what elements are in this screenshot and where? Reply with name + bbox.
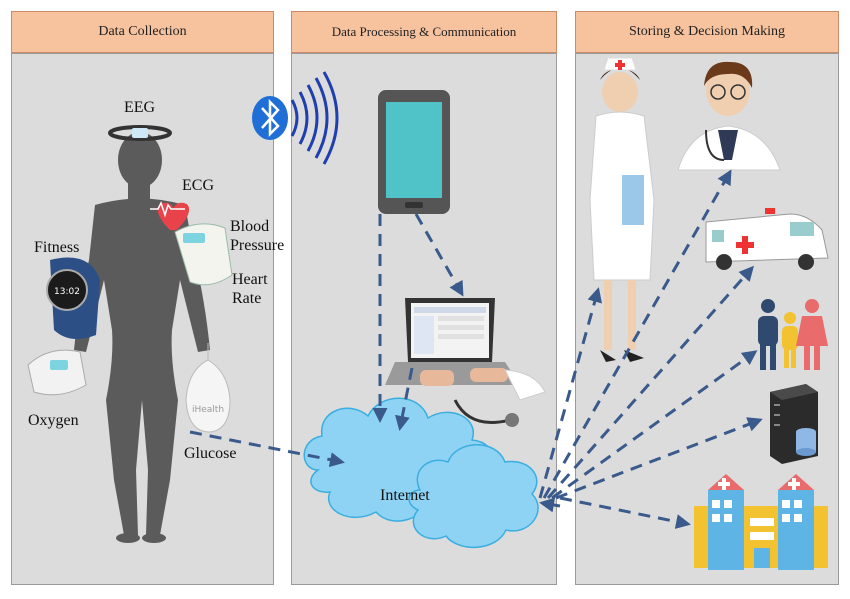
hospital-icon bbox=[694, 474, 828, 570]
label-internet: Internet bbox=[380, 487, 430, 504]
label-ecg: ECG bbox=[182, 177, 214, 194]
ambulance-icon bbox=[705, 208, 829, 270]
fitness-watch-icon: 13:02 bbox=[46, 257, 100, 339]
label-fitness: Fitness bbox=[34, 239, 80, 256]
eeg-headband-icon bbox=[108, 125, 172, 141]
glucose-meter-icon: iHealth bbox=[185, 343, 231, 433]
ecg-heart-icon bbox=[150, 201, 190, 231]
smartphone-icon bbox=[378, 90, 450, 214]
pulse-oximeter-icon bbox=[27, 349, 87, 396]
data-flow-arrows bbox=[189, 169, 763, 529]
label-rate: Rate bbox=[232, 290, 262, 307]
server-icon bbox=[770, 384, 818, 464]
bluetooth-icon bbox=[252, 71, 339, 165]
cloud-to-hospital-back-arrow bbox=[539, 497, 561, 513]
nurse-icon bbox=[589, 57, 655, 362]
doctor-icon bbox=[677, 61, 781, 171]
glucose-device-brand: iHealth bbox=[192, 405, 224, 415]
blood-pressure-cuff-icon bbox=[174, 223, 233, 286]
label-heart: Heart bbox=[232, 271, 268, 288]
label-blood: Blood bbox=[230, 218, 270, 235]
label-pressure: Pressure bbox=[230, 237, 285, 254]
label-eeg: EEG bbox=[124, 99, 156, 116]
label-glucose: Glucose bbox=[184, 445, 237, 462]
panel-title-storing-decision: Storing & Decision Making bbox=[575, 11, 839, 53]
svg-text:13:02: 13:02 bbox=[54, 287, 80, 297]
label-oxygen: Oxygen bbox=[28, 412, 79, 429]
internet-cloud-icon bbox=[303, 397, 539, 548]
human-body-icon bbox=[74, 132, 210, 543]
panel-title-data-processing: Data Processing & Communication bbox=[291, 11, 557, 53]
panel-title-data-collection: Data Collection bbox=[11, 11, 274, 53]
laptop-icon bbox=[385, 298, 546, 427]
family-icon bbox=[758, 299, 828, 370]
